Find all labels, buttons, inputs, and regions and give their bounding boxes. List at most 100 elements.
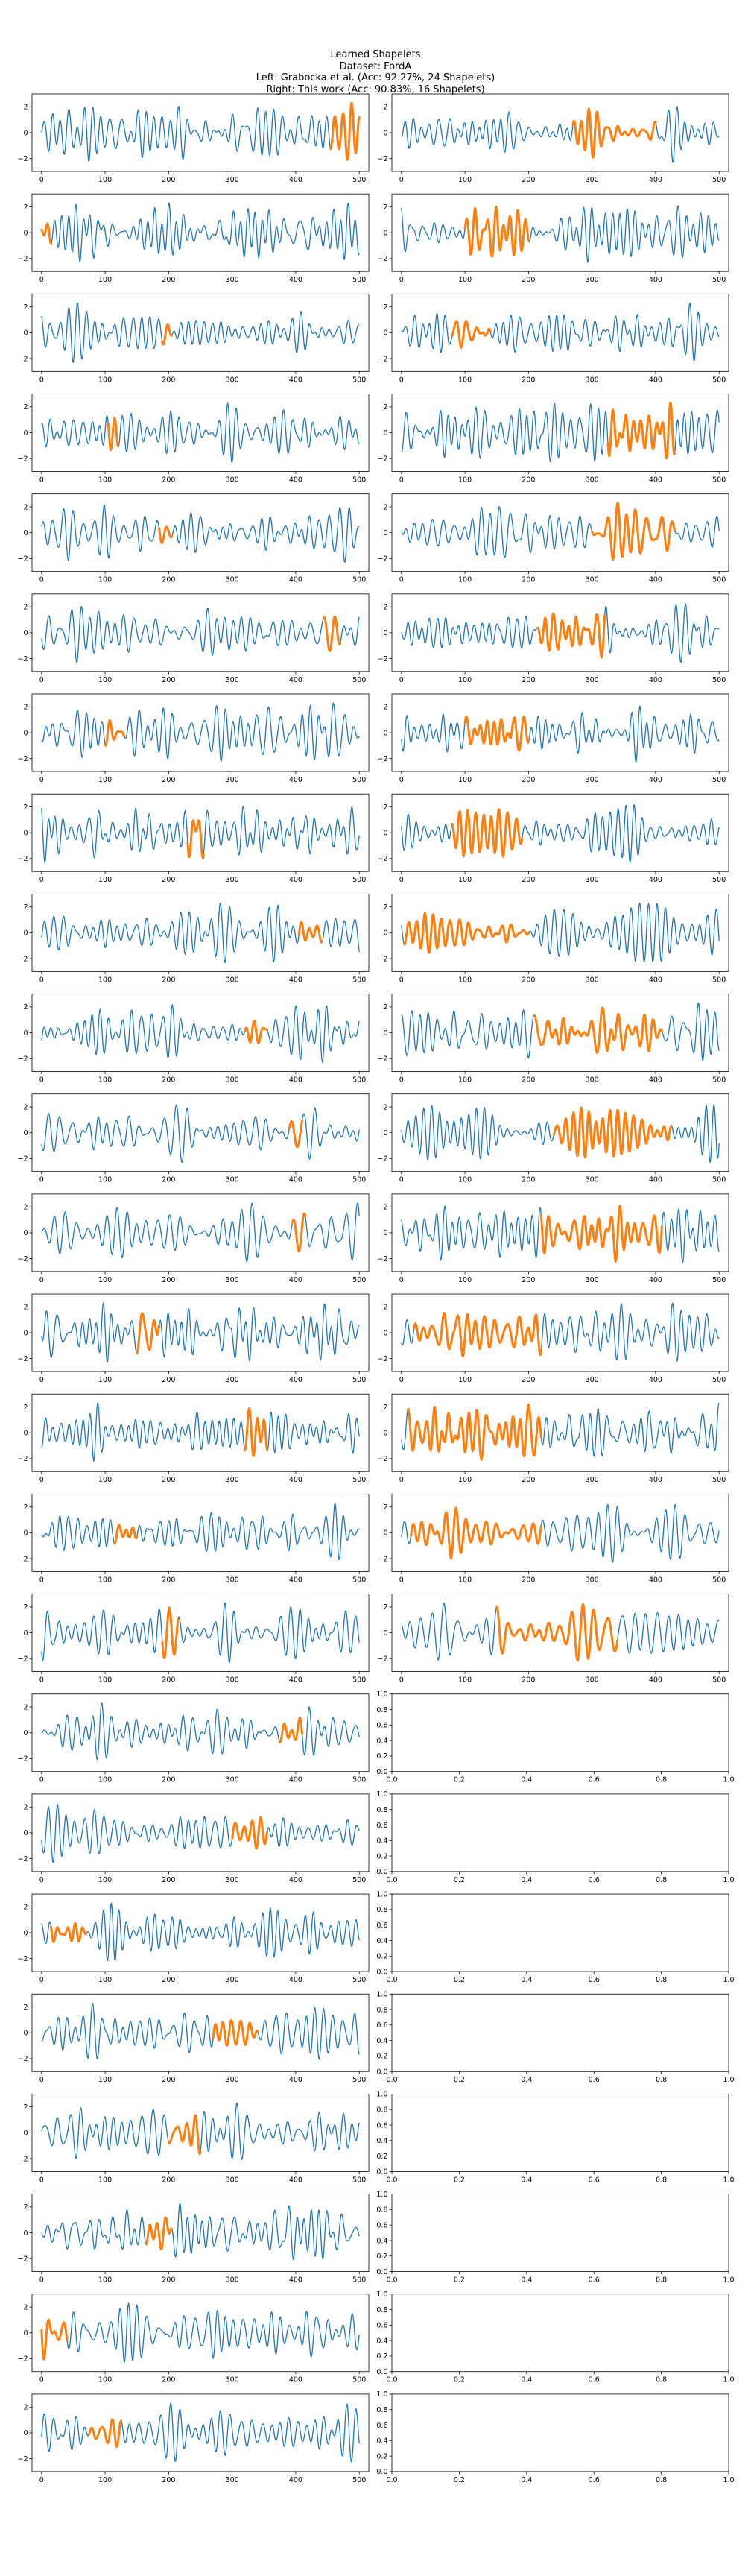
y-tick-label: 2 <box>23 1503 28 1512</box>
x-tick-label: 0 <box>39 1276 44 1284</box>
x-tick-label: 0 <box>399 676 404 684</box>
x-tick-label: 200 <box>522 1176 535 1184</box>
series-line <box>41 1502 360 1561</box>
x-tick-label: 200 <box>522 876 535 884</box>
x-tick-label: 100 <box>98 376 112 384</box>
subplot-left-7: 0 100 200 300 400 500 −2 0 2 <box>17 693 370 784</box>
x-tick-label: 100 <box>458 876 472 884</box>
y-tick-label: 0.6 <box>376 2221 387 2229</box>
subplot-right-6: 0 100 200 300 400 500 −2 0 2 <box>377 593 729 684</box>
y-tick-label: 2 <box>23 2103 28 2112</box>
x-tick-label: 0.2 <box>454 2476 465 2484</box>
x-tick-label: 400 <box>289 1376 302 1384</box>
x-tick-label: 500 <box>712 176 726 184</box>
x-tick-label: 0.2 <box>454 1876 465 1884</box>
x-tick-label: 0 <box>39 1576 44 1584</box>
y-tick-label: 0 <box>23 2329 28 2337</box>
x-tick-label: 0.6 <box>589 2276 600 2285</box>
y-tick-label: −2 <box>17 155 28 163</box>
x-tick-label: 500 <box>352 2076 366 2084</box>
figure-subtitle-left: Left: Grabocka et al. (Acc: 92.27%, 24 S… <box>256 72 495 83</box>
x-tick-label: 300 <box>226 676 239 684</box>
x-tick-label: 0 <box>399 276 404 284</box>
x-tick-label: 100 <box>98 1476 112 1484</box>
series-line <box>401 804 720 863</box>
x-tick-label: 500 <box>352 1776 366 1784</box>
subplot-right-20: 0.0 0.2 0.4 0.6 0.8 1.0 0.0 0.2 0.4 0.6 0.8 1.0 <box>376 1991 734 2085</box>
y-tick-label: 0 <box>23 1530 28 1538</box>
axes-frame <box>31 1493 370 1572</box>
x-tick-label: 100 <box>98 276 112 284</box>
x-tick-label: 300 <box>586 1676 599 1685</box>
subplot-left-24: 0 100 200 300 400 500 −2 0 2 <box>17 2393 370 2484</box>
x-tick-label: 200 <box>162 1176 175 1184</box>
x-tick-label: 500 <box>352 1876 366 1884</box>
x-tick-label: 400 <box>289 2276 302 2285</box>
x-tick-label: 200 <box>162 876 175 884</box>
x-tick-label: 200 <box>522 1276 535 1284</box>
x-tick-label: 100 <box>98 1076 112 1085</box>
y-tick-label: 0 <box>23 729 28 737</box>
y-tick-label: 0 <box>23 1629 28 1638</box>
y-tick-label: 0 <box>23 329 28 338</box>
x-tick-label: 500 <box>352 176 366 184</box>
x-tick-label: 0.4 <box>521 1776 532 1784</box>
x-tick-label: 200 <box>162 776 175 784</box>
x-tick-label: 0 <box>399 1676 404 1685</box>
shapelet-line <box>158 525 174 544</box>
y-tick-label: −2 <box>377 1555 387 1563</box>
x-tick-label: 100 <box>98 876 112 884</box>
subplot-right-12: 0 100 200 300 400 500 −2 0 2 <box>377 1193 729 1284</box>
x-tick-label: 300 <box>226 1476 239 1484</box>
x-tick-label: 100 <box>98 976 112 984</box>
shapelet-line <box>50 1922 87 1943</box>
y-tick-label: −2 <box>377 755 387 763</box>
x-tick-label: 200 <box>162 1576 175 1584</box>
x-tick-label: 0.8 <box>656 1876 667 1884</box>
x-tick-label: 300 <box>226 1376 239 1384</box>
x-tick-label: 0.0 <box>386 2176 397 2184</box>
axes-frame <box>391 2093 729 2172</box>
shapelet-line <box>297 921 323 944</box>
x-tick-label: 400 <box>649 1076 662 1085</box>
y-tick-label: 0.6 <box>376 1722 387 1730</box>
y-tick-label: 0.8 <box>376 2006 387 2014</box>
x-tick-label: 400 <box>289 576 302 584</box>
y-tick-label: 0.2 <box>376 1852 387 1860</box>
y-tick-label: 2 <box>383 1503 387 1512</box>
y-tick-label: 0 <box>23 1129 28 1137</box>
x-tick-label: 300 <box>586 1276 599 1284</box>
y-tick-label: 0 <box>23 1729 28 1737</box>
x-tick-label: 300 <box>226 2476 239 2484</box>
y-tick-label: 1.0 <box>376 1690 387 1699</box>
x-tick-label: 300 <box>586 276 599 284</box>
x-tick-label: 400 <box>649 1176 662 1184</box>
y-tick-label: 0.6 <box>376 2322 387 2330</box>
subplot-left-4: 0 100 200 300 400 500 −2 0 2 <box>17 394 370 484</box>
shapelet-line <box>539 1204 663 1263</box>
x-tick-label: 100 <box>458 1176 472 1184</box>
x-tick-label: 100 <box>98 1976 112 1984</box>
y-tick-label: 0.4 <box>376 2337 387 2345</box>
x-tick-label: 400 <box>289 176 302 184</box>
x-tick-label: 500 <box>352 2176 366 2184</box>
x-tick-label: 300 <box>226 176 239 184</box>
y-tick-label: 2 <box>23 804 28 812</box>
x-tick-label: 400 <box>649 776 662 784</box>
x-tick-label: 300 <box>586 976 599 984</box>
series-line <box>41 1402 360 1462</box>
y-tick-label: 0.6 <box>376 1922 387 1930</box>
x-tick-label: 300 <box>226 776 239 784</box>
x-tick-label: 500 <box>352 1976 366 1984</box>
x-tick-label: 500 <box>712 676 726 684</box>
y-tick-label: 0 <box>383 829 387 837</box>
axes-frame <box>31 293 370 372</box>
x-tick-label: 0 <box>39 2076 44 2084</box>
x-tick-label: 400 <box>289 2476 302 2484</box>
y-tick-label: 0 <box>23 1029 28 1038</box>
series-line <box>401 902 720 963</box>
axes-frame <box>391 93 729 172</box>
x-tick-label: 200 <box>522 376 535 384</box>
x-tick-label: 200 <box>162 1676 175 1685</box>
series-line <box>401 705 720 763</box>
